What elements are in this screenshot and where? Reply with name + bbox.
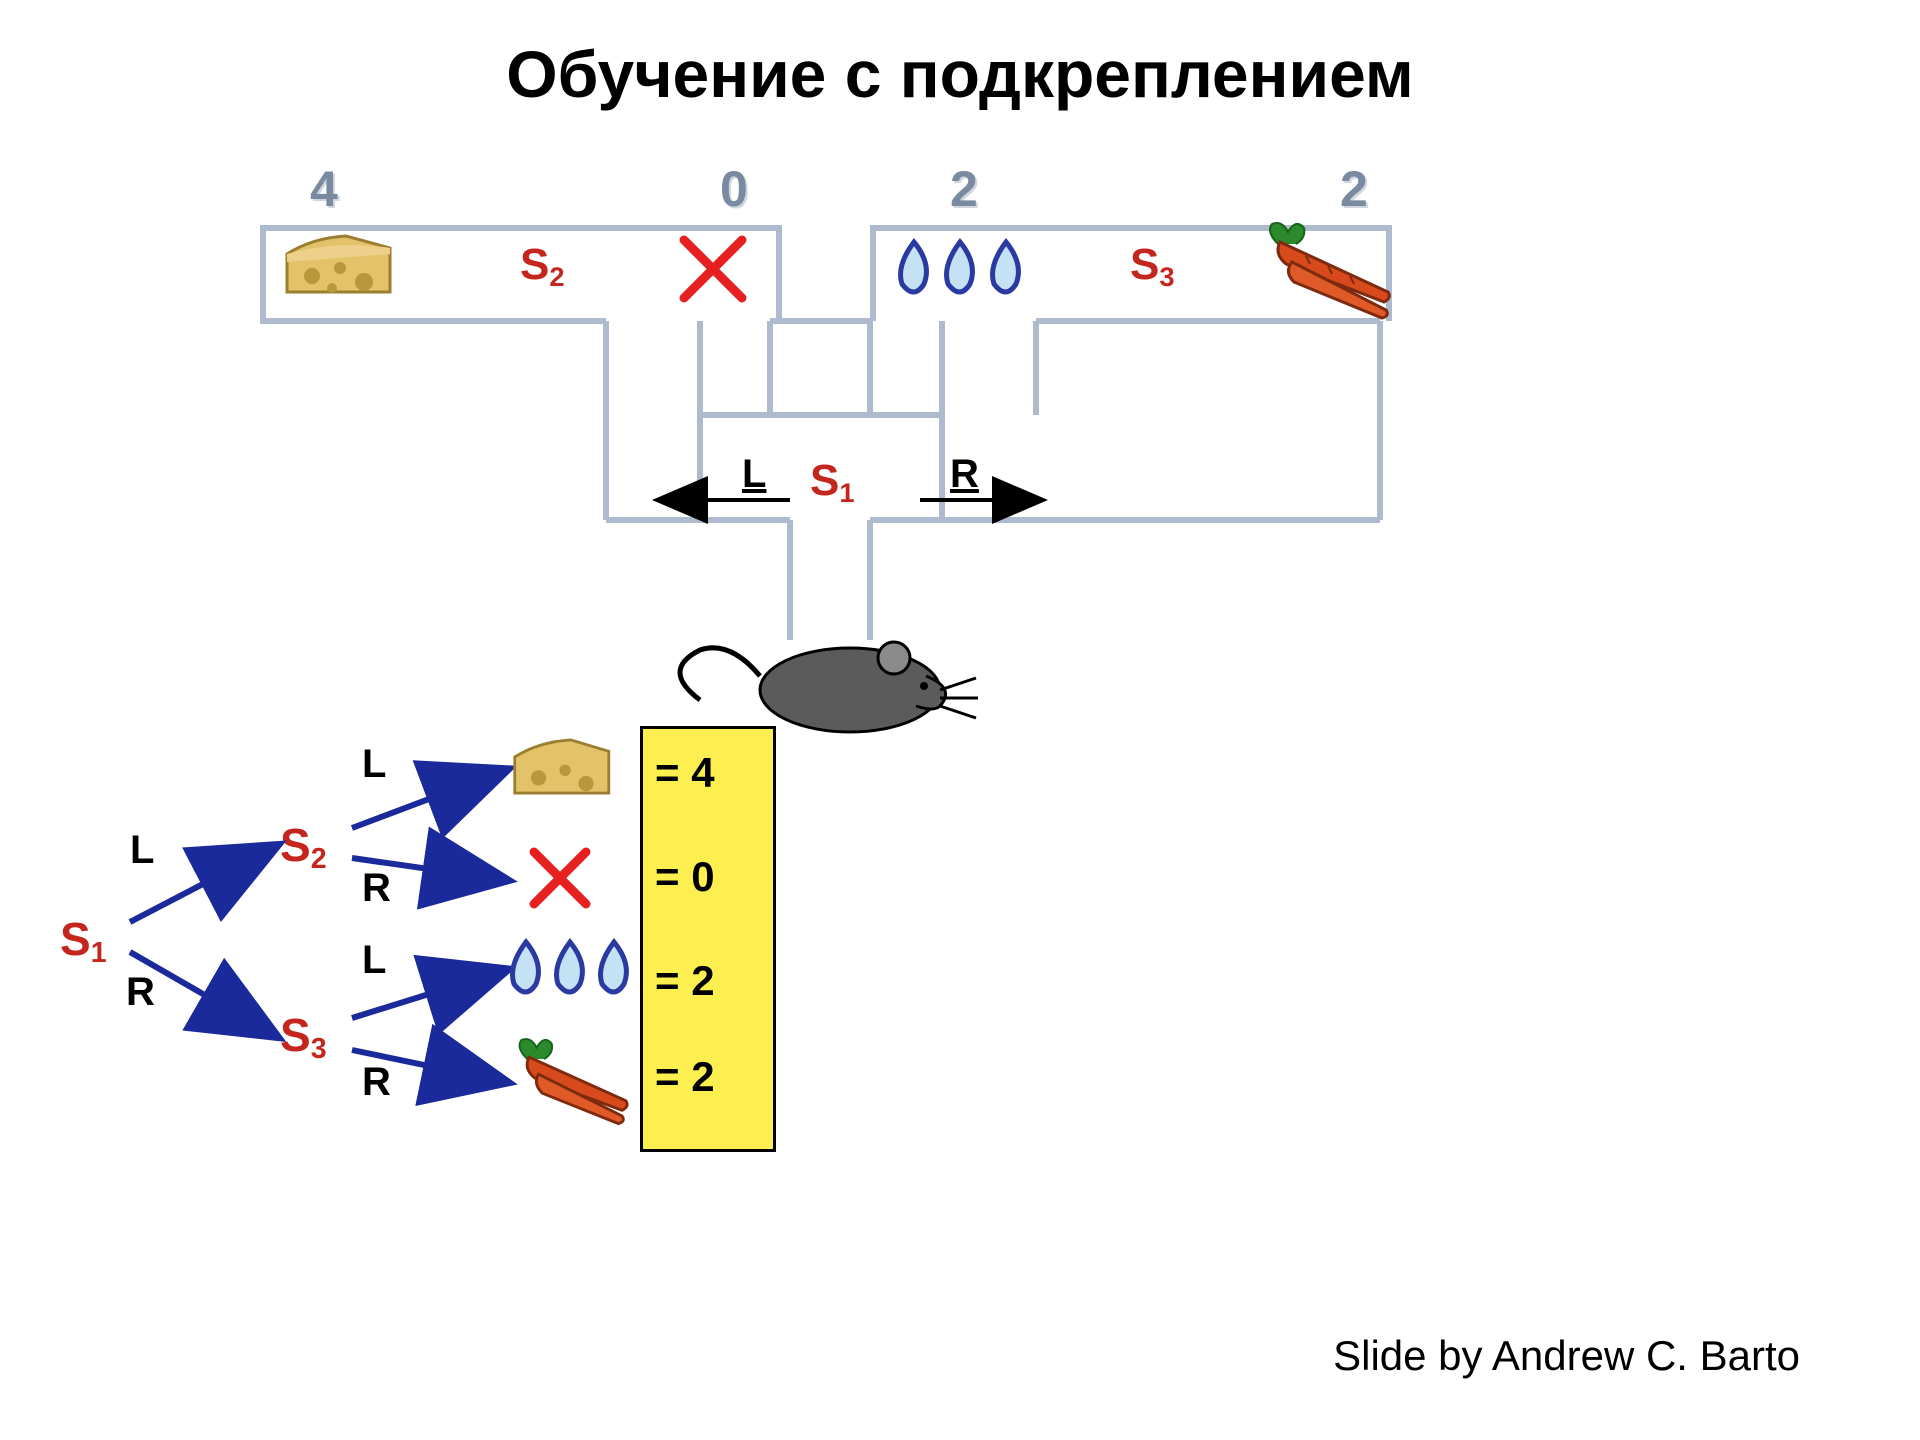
slide: { "title": {"text":"Обучение с подкрепле…	[0, 0, 1920, 1440]
reward-value-4: 4	[310, 160, 338, 218]
slide-credit: Slide by Andrew C. Barto	[1333, 1332, 1800, 1380]
leaf-cheese-icon	[515, 740, 609, 793]
mouse-icon	[680, 642, 978, 732]
reward-row-3: = 2	[643, 957, 773, 1005]
state-s1-top: S1	[810, 456, 855, 509]
reward-row-4: = 2	[643, 1053, 773, 1101]
action-L-top: L	[742, 452, 766, 497]
tree-s3: S3	[280, 1008, 327, 1066]
reward-value-0: 0	[720, 160, 748, 218]
edge-s2-L: L	[362, 742, 386, 787]
leaf-water-icon	[513, 942, 627, 992]
edge-s3-L: L	[362, 938, 386, 983]
reward-row-2: = 0	[643, 853, 773, 901]
tree-s2: S2	[280, 818, 327, 876]
action-R-top: R	[950, 452, 979, 497]
leaf-cross-icon	[534, 852, 586, 904]
reward-row-1: = 4	[643, 749, 773, 797]
edge-s3-R: R	[362, 1060, 391, 1105]
edge-s1-L: L	[130, 828, 154, 873]
reward-value-2b: 2	[1340, 160, 1368, 218]
state-s2-top: S2	[520, 240, 565, 293]
tree-s1: S1	[60, 912, 107, 970]
state-s3-top: S3	[1130, 240, 1175, 293]
edge-s1-R: R	[126, 970, 155, 1015]
reward-value-2a: 2	[950, 160, 978, 218]
page-title: Обучение с подкреплением	[0, 36, 1920, 112]
leaf-carrot-icon	[520, 1039, 628, 1124]
reward-column: = 4 = 0 = 2 = 2	[640, 726, 776, 1152]
edge-s2-R: R	[362, 866, 391, 911]
